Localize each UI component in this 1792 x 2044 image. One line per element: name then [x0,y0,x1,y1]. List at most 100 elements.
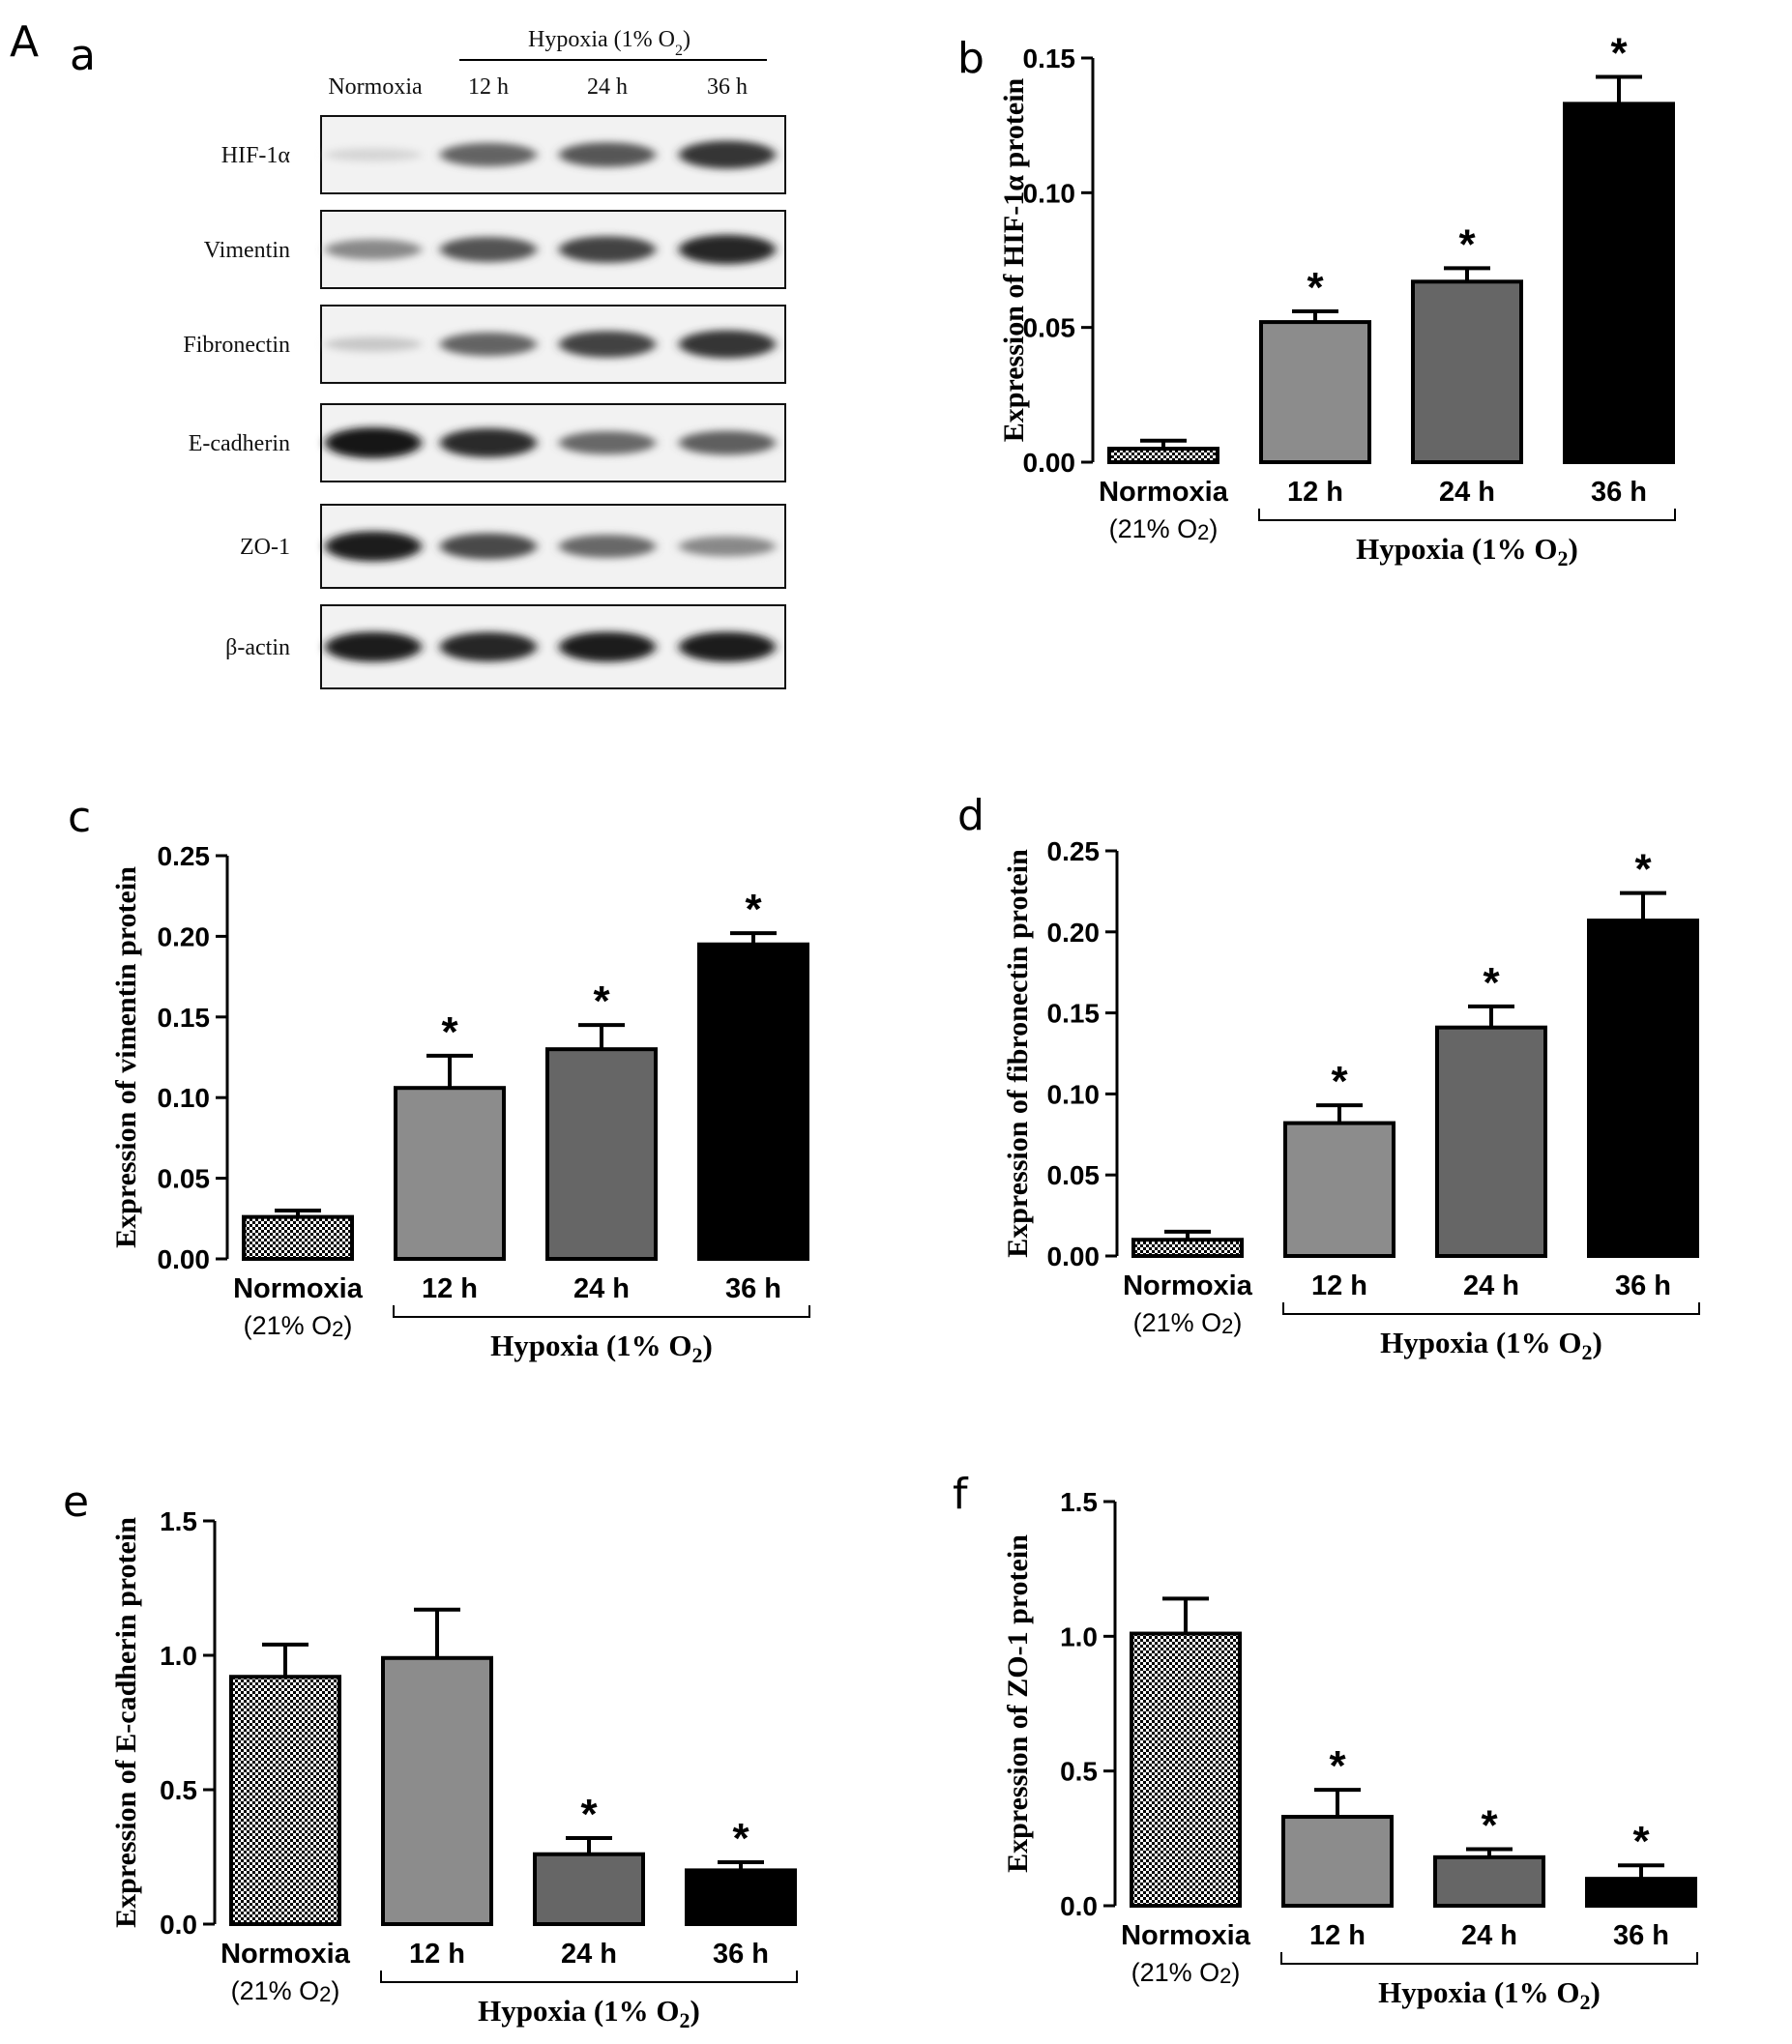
normoxia-o2-text: (21% O [1133,1308,1222,1337]
y-tick-label: 0.25 [158,841,211,871]
normoxia-o2-sub: 2 [1197,520,1209,544]
blot-band [440,533,537,560]
hypoxia-group-text: Hypoxia (1% O [490,1329,691,1362]
x-label-time: 36 h [1615,1270,1671,1301]
significance-star: * [1634,846,1652,893]
normoxia-o2-text: (21% O [1109,514,1198,543]
panel-label-A: A [10,17,39,67]
blot-band [440,332,537,357]
bar-36-h [697,942,809,1261]
significance-star: * [1331,1058,1348,1105]
bar-36-h [685,1868,797,1927]
hypoxia-group-label: Hypoxia (1% O2) [490,1329,713,1367]
blot-band [325,336,422,352]
hypoxia-group-sub: 2 [692,1343,703,1367]
hypoxia-group-sub: 2 [680,2008,690,2032]
hypoxia-bracket [1280,1952,1698,1965]
bar-36-h [1585,1877,1697,1908]
blot-column-label: 24 h [587,74,628,100]
x-label-normoxia: Normoxia [1099,477,1229,508]
y-tick-label: 0.05 [1023,313,1076,343]
blot-band [440,237,537,262]
x-label-normoxia: Normoxia [220,1939,351,1970]
blot-column-label: Normoxia [328,74,423,100]
normoxia-o2-text: (21% O [231,1976,320,2005]
significance-star: * [1481,1801,1498,1849]
significance-star: * [1329,1742,1346,1790]
blot-row-label: HIF-1α [221,143,291,168]
bar-normoxia [1130,1631,1242,1908]
normoxia-o2-sub: 2 [1219,1964,1231,1988]
panel-label: c [68,793,91,842]
panel-label: d [957,791,984,840]
chart-e-cadherin: e 0.0 0.5 1.0 1.5 Expression of E-cadherin pr… [63,1477,798,2032]
x-label-normoxia: Normoxia [233,1273,364,1304]
bar-36-h [1587,919,1699,1258]
hypoxia-group-close: ) [1569,532,1578,566]
hypoxia-group-label: Hypoxia (1% O2) [1380,1326,1602,1364]
hypoxia-group-sub: 2 [1580,1990,1591,2014]
significance-star: * [1483,959,1500,1007]
x-label-time: 12 h [1311,1270,1367,1301]
hypoxia-group-close: ) [1593,1326,1602,1359]
hypoxia-group-close: ) [690,1994,700,2028]
panel-label: e [63,1477,89,1527]
blot-row-label: β-actin [225,635,290,660]
x-label-time: 36 h [1613,1920,1669,1951]
significance-star: * [732,1815,749,1862]
significance-star: * [441,1008,458,1056]
blot-band [325,631,422,662]
hypoxia-bracket [1258,509,1676,521]
y-tick-label: 0.10 [158,1083,211,1113]
chart-vimentin: c 0.00 0.05 0.10 0.15 0.20 0.25 Expression of v… [68,793,810,1367]
normoxia-o2-text: (21% O [244,1311,333,1340]
blot-band [679,536,776,557]
blot-band [559,331,656,358]
blot-band [679,140,776,169]
y-tick-label: 0.15 [1023,44,1076,73]
normoxia-o2-close: ) [1209,514,1218,543]
x-label-normoxia-o2: (21% O2) [244,1311,353,1341]
normoxia-o2-close: ) [343,1311,352,1340]
y-tick-label: 0.0 [160,1910,197,1940]
significance-star: * [593,978,610,1025]
normoxia-o2-text: (21% O [1131,1958,1220,1987]
x-label-time: 24 h [1439,477,1495,508]
bar-36-h [1563,102,1675,465]
hypoxia-bracket [380,1971,798,1983]
significance-star: * [1610,30,1628,77]
bar-12-h [1281,1815,1394,1909]
x-label-normoxia-o2: (21% O2) [1133,1308,1243,1338]
y-tick-label: 0.15 [1047,999,1101,1029]
x-label-time: 12 h [409,1939,465,1970]
blot-band [325,148,422,161]
x-label-time: 12 h [422,1273,478,1304]
normoxia-o2-sub: 2 [332,1317,343,1341]
bar-24-h [1411,279,1523,464]
y-axis-label: Expression of ZO-1 protein [1002,1534,1034,1873]
x-label-normoxia: Normoxia [1121,1920,1251,1951]
blot-band [559,236,656,263]
hypoxia-group-sub: 2 [1558,546,1569,570]
y-tick-label: 1.5 [1060,1487,1098,1517]
bar-24-h [533,1852,645,1926]
y-axis-label: Expression of E-cadherin protein [110,1517,142,1928]
western-blot: Hypoxia (1% O2) Normoxia 12 h 24 h 36 h HIF-1… [183,27,786,689]
y-tick-label: 0.10 [1047,1079,1101,1109]
hypoxia-group-text: Hypoxia (1% O [1356,532,1557,566]
bar-normoxia [1107,447,1219,465]
x-label-time: 36 h [713,1939,769,1970]
blot-row-label: E-cadherin [189,431,290,456]
significance-star: * [1458,220,1476,268]
blot-row-label: ZO-1 [240,535,290,560]
x-label-time: 24 h [561,1939,617,1970]
y-tick-label: 0.20 [1047,918,1101,948]
x-label-time: 12 h [1287,477,1343,508]
x-label-time: 24 h [1461,1920,1517,1951]
x-label-time: 36 h [1591,477,1647,508]
y-tick-label: 0.00 [1047,1241,1101,1271]
bar-normoxia [1131,1238,1244,1258]
chart-fibronectin: d 0.00 0.05 0.10 0.15 0.20 0.25 Expression of f… [957,791,1700,1364]
blot-band [440,428,537,457]
bar-normoxia [229,1675,341,1926]
